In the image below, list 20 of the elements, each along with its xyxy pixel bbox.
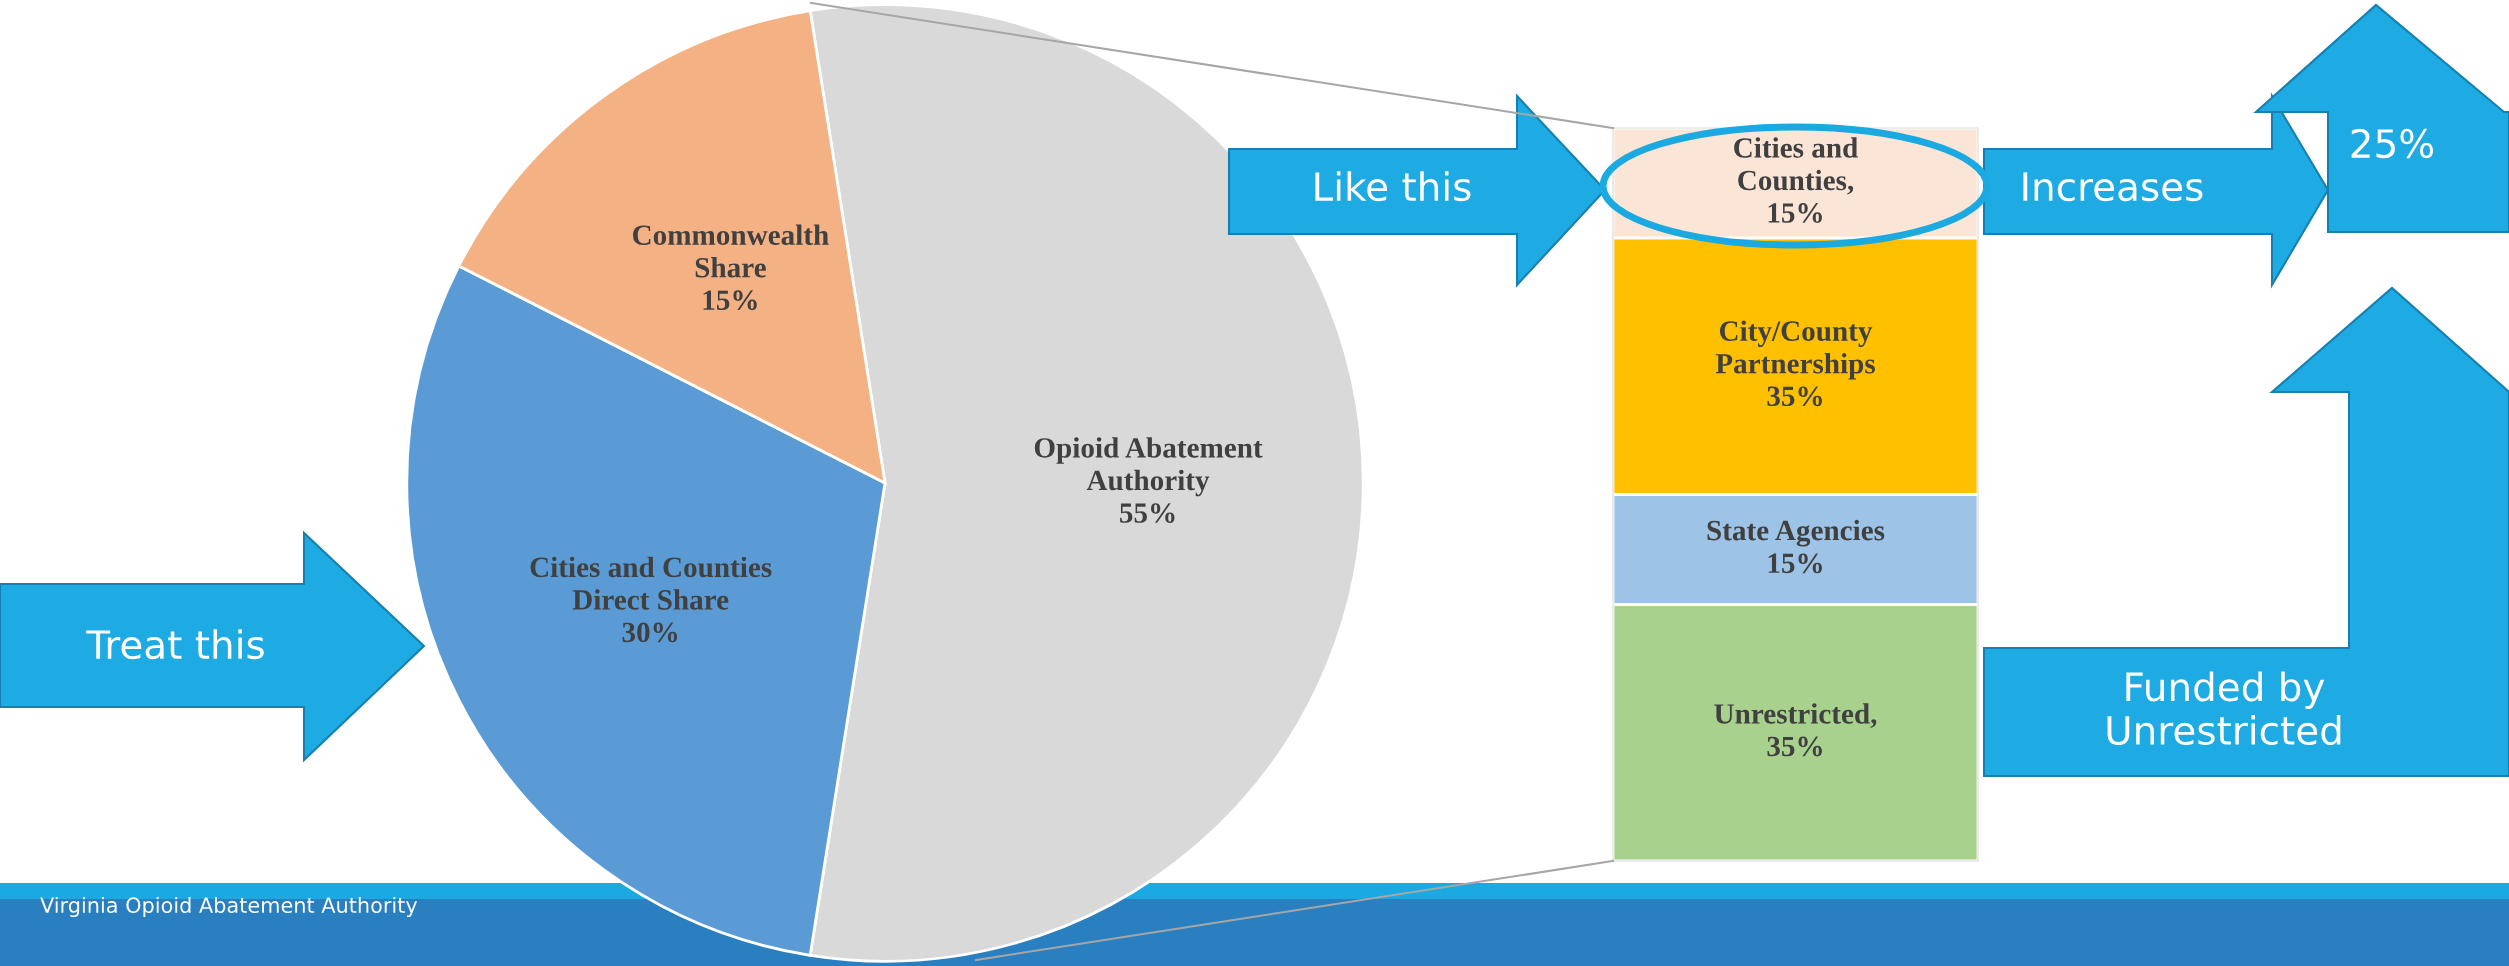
slice-label: Cities and Counties Direct Share [530,556,772,610]
data-label: 15% [703,290,757,311]
data-label: 30% [622,622,678,643]
data-label: 15% [1768,203,1822,223]
text: 25% [2351,128,2434,159]
data-label: 35% [1767,736,1822,757]
text: Like this [1315,171,1471,202]
slice-label: Opioid Abatement Authority [1034,437,1263,497]
slice-label: Commonwealth Share [632,224,829,278]
text: Virginia Opioid Abatement Authority [40,896,418,918]
data-label: 35% [1767,386,1822,407]
data-label: 15% [1768,553,1822,574]
data-label: 55% [1120,503,1175,523]
text: Funded by Unrestricted [2107,671,2341,746]
series-label: State Agencies [1707,519,1885,547]
series-label: City/County Partnerships [1715,320,1875,380]
series-label: Unrestricted, [1714,703,1877,728]
text: Treat this [86,629,264,660]
text: Increases [2023,172,2203,202]
series-label: Cities and Counties, [1734,137,1858,195]
